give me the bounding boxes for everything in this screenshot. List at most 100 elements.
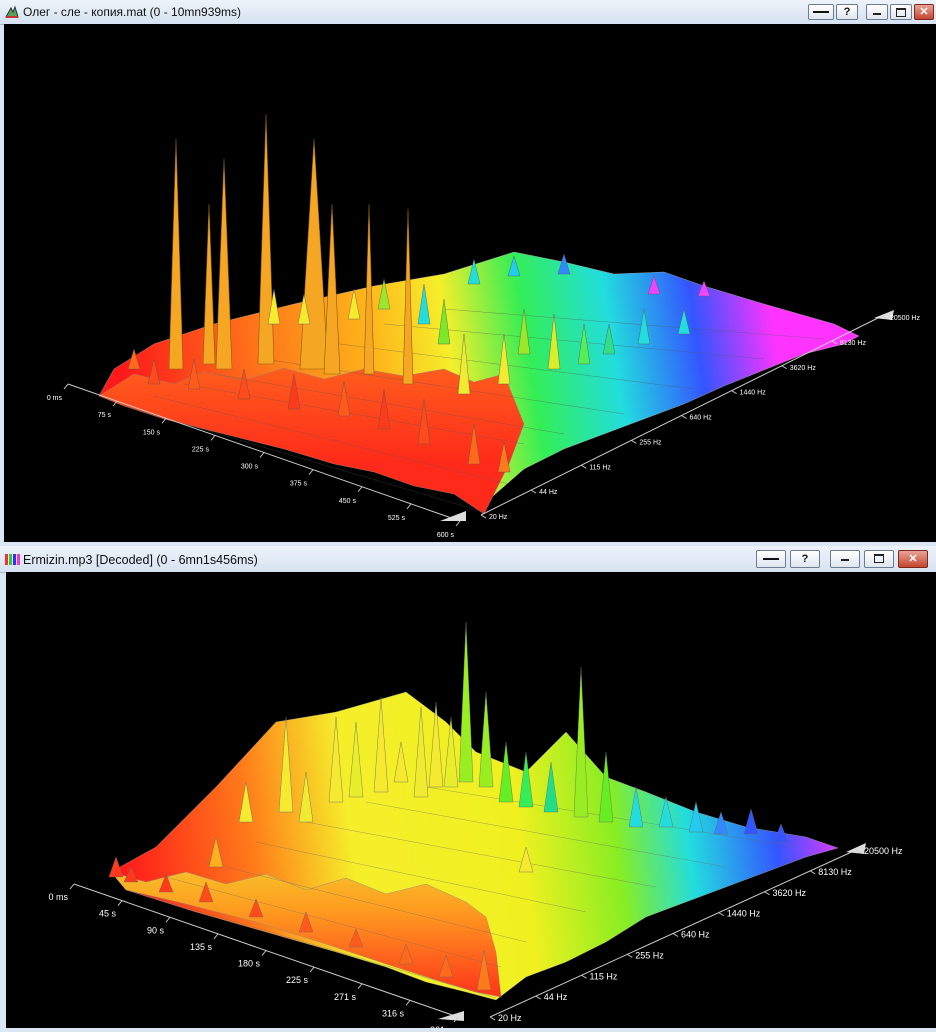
time-tick bbox=[261, 950, 267, 956]
freq-tick bbox=[489, 1016, 496, 1021]
time-axis-arrow bbox=[438, 1011, 464, 1021]
help-button[interactable]: ? bbox=[836, 4, 858, 20]
spectrum-peak bbox=[518, 846, 534, 873]
freq-tick bbox=[535, 995, 542, 1000]
freq-axis-arrow bbox=[874, 310, 894, 320]
maximize-button[interactable] bbox=[864, 550, 894, 568]
3d-spectrum-app-icon bbox=[5, 5, 19, 19]
spectrum-peak bbox=[393, 741, 409, 783]
title-bar[interactable]: Ermizin.mp3 [Decoded] (0 - 6mn1s456ms) ?… bbox=[0, 546, 936, 573]
freq-tick bbox=[809, 870, 816, 875]
freq-tick bbox=[764, 891, 770, 896]
spectrum-peak bbox=[543, 761, 559, 813]
time-tick bbox=[161, 417, 167, 424]
freq-axis-label: 1440 Hz bbox=[740, 390, 767, 397]
spectrum-line-button[interactable] bbox=[756, 550, 786, 568]
minimize-button[interactable] bbox=[830, 550, 860, 568]
time-axis-label: 0 ms bbox=[48, 892, 68, 902]
freq-axis-label: 8130 Hz bbox=[818, 867, 852, 877]
3d-spectrum-plot[interactable]: 0 ms 45 s 90 s 135 s 180 s 225 s 271 s 316 s 361… bbox=[6, 572, 936, 1028]
spectrum-peak bbox=[298, 771, 314, 823]
secondary-peak bbox=[677, 308, 691, 335]
spectrum-surface: 0 ms 45 s 90 s 135 s 180 s 225 s 271 s 316 s 361… bbox=[48, 621, 903, 1028]
secondary-peak bbox=[147, 358, 161, 385]
time-axis-label: 375 s bbox=[290, 481, 308, 488]
spectrum-peak bbox=[478, 691, 494, 788]
time-axis-label: 45 s bbox=[99, 909, 117, 919]
maximize-button[interactable] bbox=[890, 4, 912, 20]
spectrum-peak bbox=[573, 666, 589, 818]
time-tick bbox=[213, 933, 219, 940]
secondary-peak bbox=[457, 333, 471, 395]
spectrum-peak bbox=[443, 716, 459, 788]
window-title: Олег - сле - копия.mat (0 - 10mn939ms) bbox=[23, 5, 242, 19]
secondary-peak bbox=[127, 348, 141, 370]
spectrum-peak bbox=[498, 741, 514, 803]
time-axis-label: 316 s bbox=[382, 1008, 405, 1018]
maximize-icon bbox=[896, 8, 906, 17]
freq-axis-label: 20 Hz bbox=[489, 514, 508, 521]
freq-axis-label: 20500 Hz bbox=[890, 315, 920, 322]
secondary-peak bbox=[647, 275, 661, 295]
spectrum-peak bbox=[248, 898, 264, 918]
secondary-peak bbox=[377, 388, 391, 430]
spectrogram-window-2: Ermizin.mp3 [Decoded] (0 - 6mn1s456ms) ?… bbox=[0, 546, 936, 1032]
freq-axis-label: 44 Hz bbox=[544, 992, 568, 1002]
spectrum-peak bbox=[278, 716, 294, 813]
freq-tick bbox=[530, 489, 537, 494]
freq-tick bbox=[781, 365, 788, 370]
freq-tick bbox=[731, 390, 737, 395]
secondary-peak bbox=[287, 373, 301, 410]
time-axis-label: 361 s bbox=[430, 1025, 453, 1028]
freq-axis-label: 20500 Hz bbox=[864, 846, 903, 856]
spectrum-peak bbox=[688, 801, 704, 833]
secondary-peak bbox=[577, 323, 591, 365]
spectrum-peaks bbox=[168, 113, 414, 385]
time-tick bbox=[405, 1000, 411, 1006]
spectrum-peak bbox=[428, 701, 444, 788]
spectrum-peak bbox=[198, 881, 214, 903]
close-button[interactable]: ✕ bbox=[898, 550, 928, 568]
time-axis-label: 150 s bbox=[143, 429, 161, 436]
time-axis-label: 75 s bbox=[98, 412, 112, 419]
secondary-peak bbox=[437, 298, 451, 345]
freq-axis-label: 255 Hz bbox=[639, 439, 662, 446]
secondary-peak bbox=[602, 323, 616, 355]
secondary-peak bbox=[417, 283, 431, 325]
time-axis-label: 135 s bbox=[190, 942, 213, 952]
spectrum-peak bbox=[348, 721, 364, 798]
spectrum-peak bbox=[743, 808, 759, 835]
spectrum-peak bbox=[158, 873, 174, 893]
time-axis-label: 0 ms bbox=[47, 395, 63, 402]
secondary-peak bbox=[557, 253, 571, 275]
help-button[interactable]: ? bbox=[790, 550, 820, 568]
spectrogram-window-1: Олег - сле - копия.mat (0 - 10mn939ms) ?… bbox=[0, 0, 936, 542]
freq-tick bbox=[626, 953, 633, 958]
spectrum-peak bbox=[476, 949, 492, 991]
spectrum-peak bbox=[108, 856, 124, 878]
time-axis-label: 90 s bbox=[147, 925, 165, 935]
spectrum-line-button[interactable] bbox=[808, 4, 834, 20]
time-tick bbox=[309, 966, 315, 973]
maximize-icon bbox=[874, 554, 884, 563]
spectrum-peak bbox=[299, 138, 329, 370]
time-axis-label: 450 s bbox=[339, 498, 357, 505]
secondary-peak bbox=[507, 255, 521, 277]
spectrum-peak bbox=[208, 836, 224, 868]
spectrum-peak bbox=[398, 943, 414, 965]
3d-spectrum-plot[interactable]: 0 ms 75 s 150 s 225 s 300 s 375 s 450 s 525 s 60… bbox=[4, 24, 936, 542]
freq-axis-label: 3620 Hz bbox=[790, 365, 817, 372]
time-tick bbox=[453, 1016, 459, 1023]
freq-axis-label: 640 Hz bbox=[681, 930, 710, 940]
freq-axis-label: 44 Hz bbox=[539, 489, 558, 496]
freq-tick bbox=[581, 974, 587, 979]
spectrum-peak bbox=[202, 203, 216, 365]
colored-bars-app-icon bbox=[5, 553, 21, 565]
close-button[interactable]: ✕ bbox=[914, 4, 934, 20]
minimize-button[interactable] bbox=[866, 4, 888, 20]
secondary-peak bbox=[297, 293, 311, 325]
title-bar[interactable]: Олег - сле - копия.mat (0 - 10mn939ms) ?… bbox=[0, 0, 936, 25]
secondary-peak bbox=[347, 288, 361, 320]
secondary-peak bbox=[267, 288, 281, 325]
time-tick bbox=[455, 520, 461, 527]
